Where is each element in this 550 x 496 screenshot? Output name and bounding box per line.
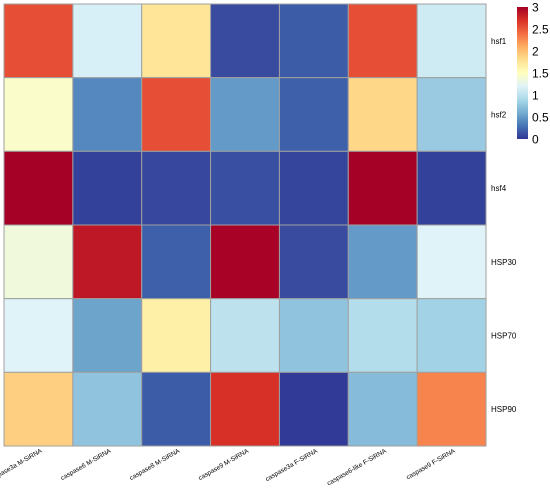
colorbar-tick-label: 0.5 xyxy=(532,111,549,125)
heatmap-cell xyxy=(278,371,349,447)
heatmap-cell xyxy=(278,3,349,79)
heatmap-cell xyxy=(72,3,143,79)
colorbar-tick-label: 2 xyxy=(532,45,539,59)
heatmap-cell xyxy=(141,224,212,300)
row-label: HSP90 xyxy=(491,405,517,414)
colorbar-tick-label: 0 xyxy=(532,133,539,147)
heatmap-cell xyxy=(278,150,349,226)
heatmap-cell xyxy=(416,77,487,152)
heatmap-cell xyxy=(347,371,418,447)
row-label: hsf4 xyxy=(491,184,507,193)
heatmap-cell xyxy=(347,298,418,373)
heatmap-cell xyxy=(3,150,74,226)
heatmap-cell xyxy=(416,3,487,79)
heatmap-cell xyxy=(3,371,74,447)
heatmap-cell xyxy=(72,371,143,447)
heatmap-cell xyxy=(72,298,143,373)
row-label: hsf1 xyxy=(491,37,507,46)
heatmap-cell xyxy=(141,77,212,152)
heatmap-cells xyxy=(3,3,487,447)
heatmap-cell xyxy=(210,3,280,79)
heatmap-cell xyxy=(347,224,418,300)
heatmap-cell xyxy=(3,3,74,79)
heatmap-cell xyxy=(72,77,143,152)
heatmap-cell xyxy=(278,224,349,300)
heatmap-cell xyxy=(210,371,280,447)
heatmap-cell xyxy=(72,224,143,300)
heatmap-cell xyxy=(210,224,280,300)
row-labels: hsf1 hsf2 hsf4 HSP30 HSP70 HSP90 xyxy=(491,37,517,414)
heatmap-cell xyxy=(3,298,74,373)
heatmap-cell xyxy=(347,150,418,226)
heatmap-cell xyxy=(141,371,212,447)
row-label: HSP70 xyxy=(491,332,517,341)
heatmap-cell xyxy=(347,3,418,79)
column-label: caspase6-like F-SiRNA xyxy=(326,447,388,487)
heatmap-cell xyxy=(278,77,349,152)
heatmap-cell xyxy=(3,224,74,300)
heatmap-cell xyxy=(72,150,143,226)
colorbar-tick-label: 1 xyxy=(532,89,539,103)
column-label: caspase9 F-SiRNA xyxy=(405,447,457,481)
heatmap-cell xyxy=(416,298,487,373)
colorbar-tick-label: 2.5 xyxy=(532,23,549,37)
column-label: caspase8 M-SiRNA xyxy=(129,447,182,482)
column-label: caspase3a M-SiRNA xyxy=(0,447,44,484)
column-label: caspase9 M-SiRNA xyxy=(197,447,250,482)
column-label: caspase3a F-SiRNA xyxy=(264,447,319,483)
colorbar-ticks: 3 2.5 2 1.5 1 0.5 0 xyxy=(532,1,549,147)
colorbar-legend: 3 2.5 2 1.5 1 0.5 0 xyxy=(517,1,549,147)
heatmap-cell xyxy=(210,150,280,226)
row-label: hsf2 xyxy=(491,111,507,120)
heatmap-cell xyxy=(278,298,349,373)
heatmap-cell xyxy=(141,150,212,226)
row-label: HSP30 xyxy=(491,258,517,267)
colorbar-tick-label: 3 xyxy=(532,1,539,15)
heatmap-cell xyxy=(210,77,280,152)
colorbar-gradient xyxy=(517,7,528,139)
heatmap-cell xyxy=(210,298,280,373)
colorbar-tick-label: 1.5 xyxy=(532,67,549,81)
heatmap-cell xyxy=(416,150,487,226)
heatmap-cell xyxy=(3,77,74,152)
heatmap-cell xyxy=(141,298,212,373)
heatmap-cell xyxy=(141,3,212,79)
heatmap-cell xyxy=(416,371,487,447)
heatmap-cell xyxy=(416,224,487,300)
column-labels: caspase3a M-SiRNA caspase6 M-SiRNA caspase… xyxy=(0,447,457,487)
column-label: caspase6 M-SiRNA xyxy=(60,447,113,482)
heatmap-cell xyxy=(347,77,418,152)
